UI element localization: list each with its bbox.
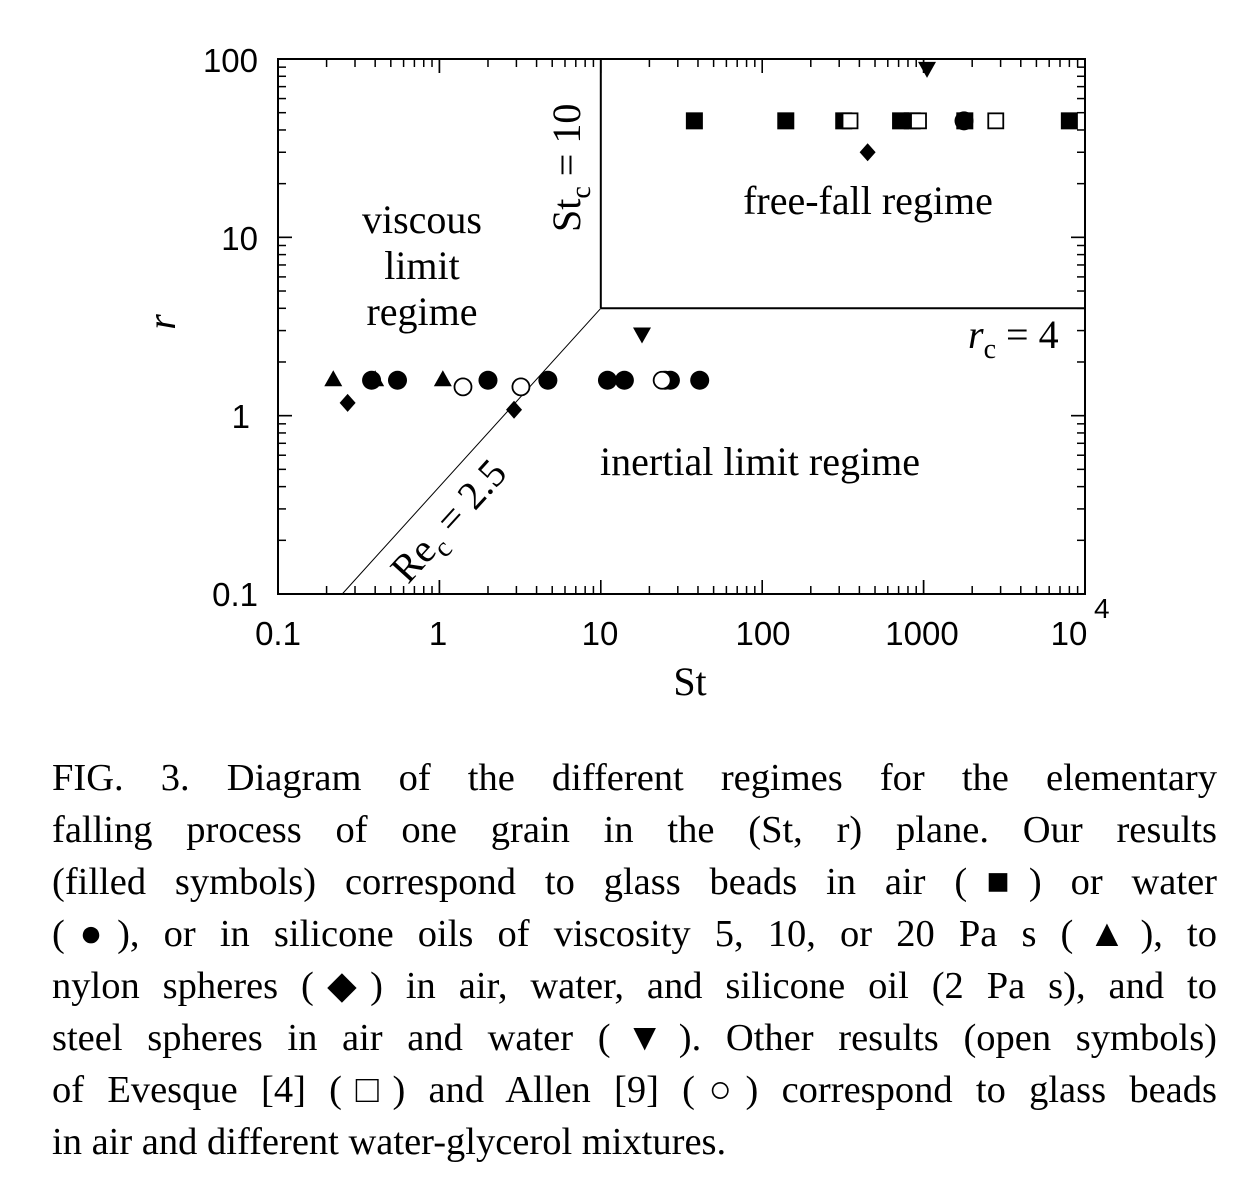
filled-triangle-up-marker (366, 370, 385, 387)
caption-line: falling process of one grain in the (St,… (52, 809, 1217, 851)
regime-diagram: 0.1 1 10 100 1000 10 4 100 10 1 0.1 St r… (139, 42, 1110, 704)
freefall-regime-label: free-fall regime (743, 178, 993, 223)
filled-square-marker (685, 112, 703, 130)
region-label-line: limit (384, 243, 460, 288)
x-tick-labels: 0.1 1 10 100 1000 10 4 (255, 593, 1110, 652)
stc-boundary-label: Stc = 10 (544, 104, 597, 232)
axis-ticks (277, 58, 1086, 595)
rec-boundary-label: Rec = 2.5 (381, 450, 521, 596)
filled-triangle-up-marker (324, 370, 343, 387)
filled-diamond-marker (339, 393, 356, 412)
caption-line: steel spheres in air and water (▼). Othe… (52, 1017, 1217, 1059)
region-label-line: regime (366, 289, 477, 334)
open-square-marker (841, 112, 859, 130)
filled-circle-marker (614, 370, 634, 390)
caption-line: of Evesque [4] (□) and Allen [9] (○) cor… (52, 1069, 1217, 1111)
y-tick-label: 100 (203, 42, 258, 79)
plot-frame (277, 58, 1086, 595)
y-axis-title: r (139, 314, 184, 330)
x-tick-exponent: 4 (1094, 593, 1110, 624)
filled-diamond-marker (859, 143, 876, 162)
filled-triangle-up-marker (433, 370, 452, 387)
filled-square-marker (777, 112, 795, 130)
caption-line: in air and different water-glycerol mixt… (52, 1121, 727, 1163)
x-tick-label: 1 (429, 615, 447, 652)
filled-circle-marker (538, 370, 558, 390)
filled-circle-marker (478, 370, 498, 390)
y-tick-label: 1 (232, 398, 250, 435)
region-label-line: viscous (362, 197, 482, 242)
y-tick-labels: 100 10 1 0.1 (203, 42, 258, 613)
y-tick-label: 10 (221, 220, 258, 257)
plot-border (277, 58, 1086, 595)
filled-circle-marker (597, 370, 617, 390)
figure-caption: FIG. 3. Diagram of the different regimes… (52, 752, 1217, 1168)
x-tick-label: 0.1 (255, 615, 301, 652)
x-axis-title: St (673, 659, 706, 704)
open-square-marker (987, 112, 1005, 130)
x-tick-label: 1000 (885, 615, 958, 652)
rec-boundary-line (341, 307, 602, 595)
filled-circle-marker (387, 370, 407, 390)
y-tick-label: 0.1 (212, 576, 258, 613)
x-tick-label: 100 (735, 615, 790, 652)
caption-line: (filled symbols) correspond to glass bea… (52, 861, 1217, 903)
filled-square-marker (1060, 112, 1078, 130)
filled-triangle-down-marker (633, 327, 652, 344)
caption-line: (●), or in silicone oils of viscosity 5,… (52, 913, 1217, 955)
open-circle-marker (511, 377, 531, 397)
filled-diamond-marker (506, 400, 523, 419)
inertial-regime-label: inertial limit regime (600, 439, 920, 484)
open-circle-marker (453, 377, 473, 397)
data-markers (324, 61, 1078, 419)
filled-circle-marker (954, 111, 974, 131)
regime-boundaries (341, 59, 1085, 595)
filled-triangle-down-marker (918, 61, 937, 78)
open-circle-marker (652, 370, 672, 390)
filled-circle-marker (690, 370, 710, 390)
caption-line: nylon spheres (◆) in air, water, and sil… (52, 965, 1217, 1007)
x-tick-label: 10 (1051, 615, 1088, 652)
open-square-marker (910, 112, 927, 130)
rc-boundary-label: rc = 4 (968, 312, 1059, 365)
viscous-regime-label: viscous limit regime (362, 197, 482, 334)
caption-line: FIG. 3. Diagram of the different regimes… (52, 757, 1217, 799)
x-tick-label: 10 (582, 615, 619, 652)
